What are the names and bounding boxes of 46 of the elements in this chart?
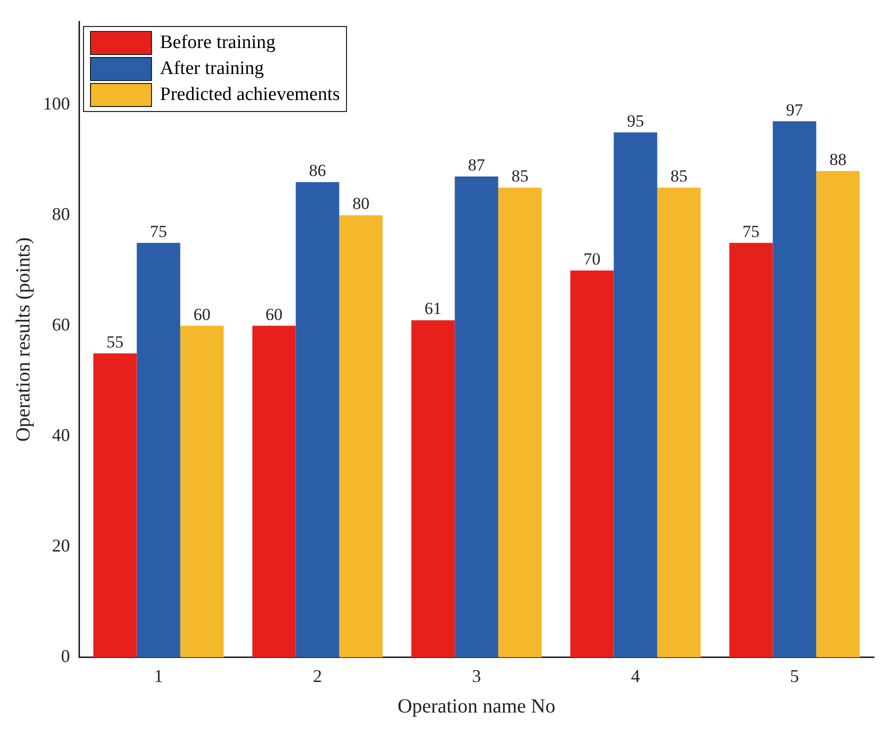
y-tick-label: 20 — [52, 536, 70, 556]
y-tick-label: 80 — [52, 204, 70, 224]
y-tick-label: 40 — [52, 425, 70, 446]
bar — [136, 242, 180, 658]
bar — [93, 353, 137, 658]
data-label: 75 — [742, 222, 760, 241]
data-label: 75 — [150, 222, 167, 241]
data-label: 87 — [468, 156, 486, 175]
x-tick-label: 5 — [790, 666, 799, 686]
x-tick-label: 4 — [631, 666, 640, 686]
data-label: 95 — [627, 111, 644, 130]
data-label: 88 — [829, 150, 846, 169]
bar — [729, 242, 773, 658]
data-label: 61 — [424, 299, 442, 318]
bar — [570, 270, 614, 658]
bar — [614, 132, 658, 658]
bar — [772, 121, 816, 658]
legend-label: Predicted achievements — [160, 84, 340, 106]
y-axis-title: Operation results (points) — [12, 237, 34, 442]
bar — [454, 176, 498, 658]
data-label: 70 — [584, 249, 601, 268]
bar — [180, 326, 224, 658]
x-tick-label: 3 — [472, 666, 481, 686]
bar — [296, 182, 340, 658]
bar — [816, 171, 860, 658]
data-label: 85 — [670, 166, 688, 186]
x-tick-label: 2 — [313, 666, 322, 686]
data-label: 85 — [511, 166, 528, 186]
bar — [657, 188, 701, 658]
bar — [339, 215, 383, 658]
x-tick-label: 1 — [154, 666, 163, 686]
data-label: 55 — [106, 332, 124, 352]
data-label: 80 — [352, 194, 370, 214]
legend-label: After training — [160, 58, 264, 80]
bar — [411, 320, 455, 658]
legend-label: Before training — [160, 32, 276, 54]
data-label: 97 — [786, 100, 804, 120]
data-label: 86 — [309, 161, 326, 180]
data-label: 60 — [266, 304, 283, 324]
y-tick-label: 60 — [52, 314, 70, 335]
y-tick-label: 0 — [61, 646, 70, 666]
bar — [498, 188, 542, 658]
bar — [252, 326, 296, 658]
data-label: 60 — [193, 304, 210, 324]
x-axis-title: Operation name No — [398, 695, 556, 718]
y-tick-label: 100 — [43, 93, 70, 114]
